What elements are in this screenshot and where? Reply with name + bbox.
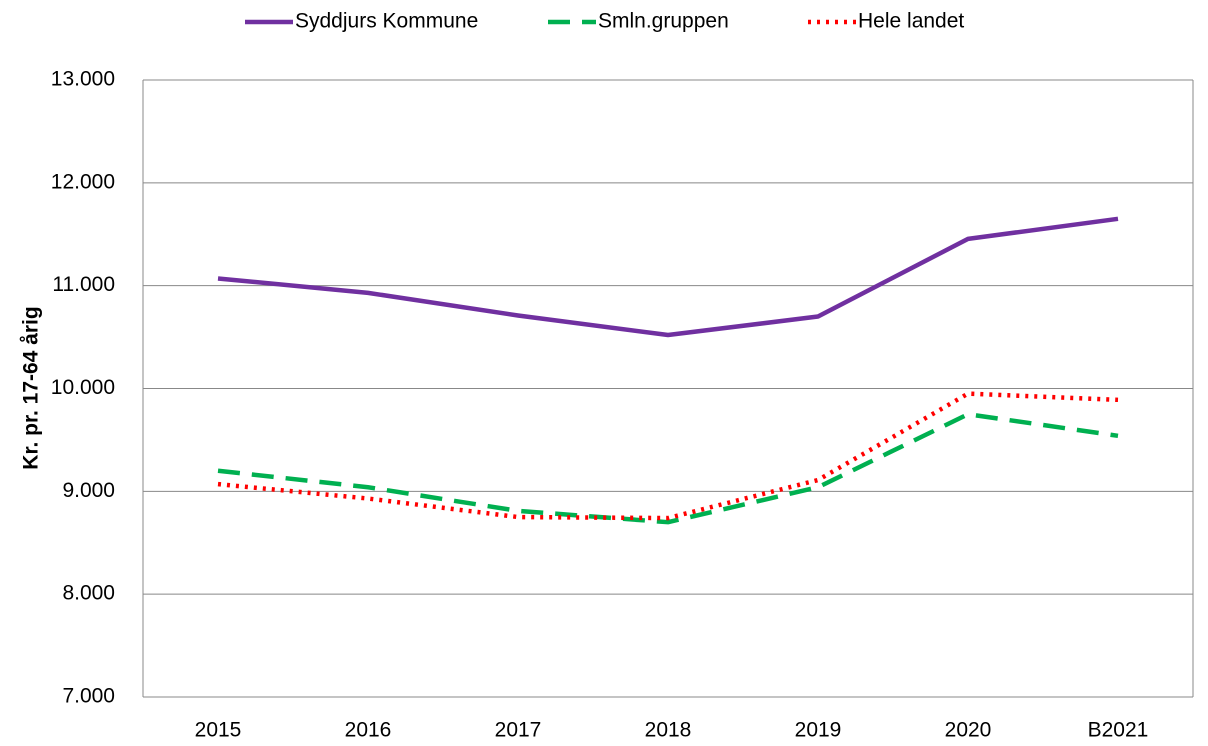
x-tick-label: 2019 [795, 719, 842, 742]
x-tick-label: 2017 [495, 719, 542, 742]
x-tick-label: B2021 [1088, 719, 1149, 742]
y-tick-label: 7.000 [62, 685, 115, 708]
legend-label: Syddjurs Kommune [295, 10, 478, 33]
line-series [217, 411, 1119, 525]
y-axis-label: Kr. pr. 17-64 årig [20, 306, 43, 469]
y-tick-label: 10.000 [51, 376, 115, 399]
x-tick-label: 2015 [195, 719, 242, 742]
x-tick-label: 2020 [945, 719, 992, 742]
y-tick-label: 8.000 [62, 582, 115, 605]
x-tick-label: 2018 [645, 719, 692, 742]
y-tick-label: 9.000 [62, 479, 115, 502]
legend-label: Smln.gruppen [598, 10, 729, 33]
y-tick-label: 11.000 [52, 273, 115, 296]
legend-label: Hele landet [858, 10, 964, 33]
y-tick-label: 12.000 [51, 170, 115, 193]
line-series [217, 216, 1119, 338]
x-tick-label: 2016 [345, 719, 392, 742]
y-tick-label: 13.000 [51, 68, 115, 91]
line-series [217, 391, 1119, 521]
